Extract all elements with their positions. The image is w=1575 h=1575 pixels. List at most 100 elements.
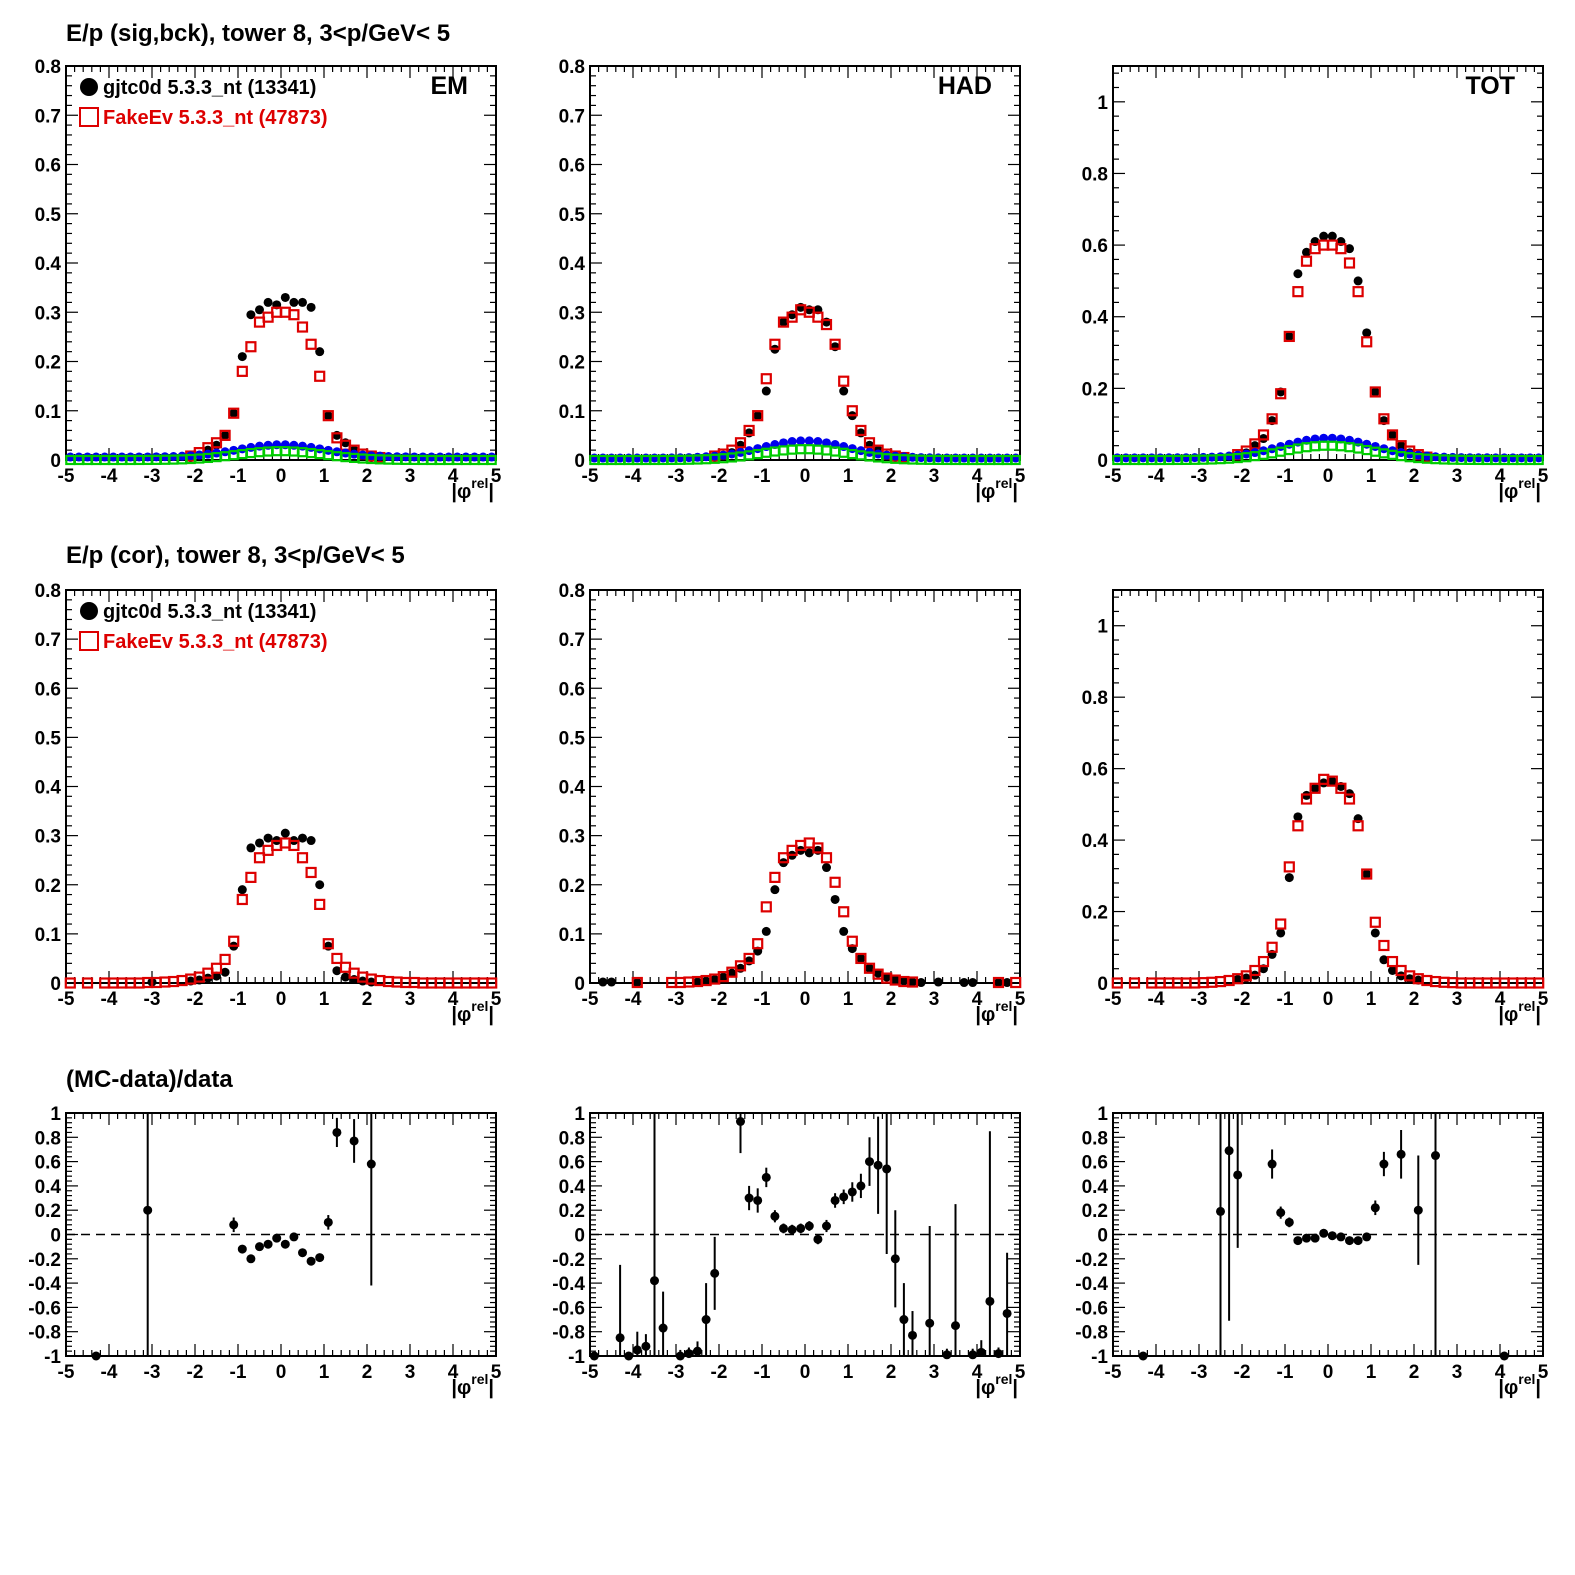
y-tick-label: 0.8 (1082, 164, 1108, 185)
data-point (1010, 454, 1021, 466)
x-tick-label: -2 (187, 989, 204, 1010)
data-point (856, 428, 866, 438)
data-point (1249, 964, 1261, 977)
data-point (1233, 450, 1243, 460)
data-point (855, 424, 867, 437)
data-point (787, 437, 797, 447)
x-tick-label: -4 (1148, 466, 1165, 487)
series-data (589, 1113, 1012, 1361)
x-tick-label: 0 (800, 989, 811, 1010)
y-tick-label: 0.8 (559, 57, 585, 78)
data-point (829, 338, 841, 350)
y-tick-label: 0.6 (1082, 236, 1108, 257)
data-point (1302, 1233, 1311, 1243)
x-tick-label: 4 (448, 1362, 459, 1383)
data-point (839, 926, 849, 936)
data-point (847, 1187, 857, 1197)
data-point (210, 962, 223, 974)
x-tick-label: 0 (800, 1362, 811, 1383)
x-tick-label: 4 (1495, 1362, 1506, 1383)
data-point (1327, 433, 1337, 443)
data-point (64, 977, 76, 989)
x-axis-label: |φrel| (451, 998, 494, 1026)
x-tick-label: -3 (668, 1362, 685, 1383)
x-tick-label: 3 (1452, 1362, 1463, 1383)
x-tick-label: -3 (668, 466, 685, 487)
data-point (701, 976, 711, 986)
x-axis-label: |φrel| (451, 1371, 494, 1399)
data-point (289, 1232, 299, 1242)
data-point (246, 310, 256, 320)
data-point (255, 305, 264, 315)
data-point (322, 938, 334, 950)
data-point (1352, 820, 1364, 832)
data-point (777, 852, 790, 864)
series-mc (709, 304, 910, 464)
data-point (1379, 955, 1389, 965)
x-tick-label: -3 (1191, 989, 1208, 1010)
data-point (339, 961, 352, 973)
data-point (1327, 776, 1337, 786)
data-point (228, 935, 240, 947)
y-tick-label: 0.2 (1082, 379, 1108, 400)
legend: gjtc0d 5.3.3_nt (13341) FakeEv 5.3.3_nt (… (79, 77, 328, 129)
data-point (1284, 1217, 1294, 1227)
data-point (220, 430, 230, 440)
y-tick-label: 0.4 (35, 254, 62, 275)
data-point (1111, 977, 1123, 989)
x-axis-label: |φrel| (451, 475, 494, 503)
data-point (1310, 783, 1320, 793)
data-point (1300, 255, 1313, 267)
data-point (1362, 328, 1372, 338)
data-point (607, 977, 616, 987)
data-point (280, 828, 290, 838)
data-point (263, 833, 273, 843)
series-mc (1232, 239, 1433, 463)
data-point (632, 1345, 642, 1355)
y-tick-label: 0.4 (35, 1177, 62, 1198)
y-tick-label: 0.2 (559, 353, 585, 374)
x-tick-label: 0 (276, 466, 287, 487)
legend-marker-mc (79, 631, 99, 651)
y-tick-label: 1 (574, 1104, 585, 1125)
data-point (899, 976, 909, 986)
data-point (838, 375, 850, 387)
data-point (761, 386, 771, 396)
data-point (779, 438, 788, 448)
data-point (744, 1193, 754, 1203)
y-tick-label: -0.6 (1075, 1298, 1108, 1319)
data-point (1002, 978, 1012, 988)
data-point (743, 952, 755, 965)
series-data (1233, 776, 1423, 985)
x-tick-label: 2 (1409, 466, 1420, 487)
data-point (1266, 941, 1278, 953)
x-tick-label: -2 (711, 466, 728, 487)
data-point (829, 876, 841, 888)
y-tick-label: 0.2 (559, 876, 585, 897)
x-tick-label: 5 (491, 1362, 502, 1383)
data-point (882, 972, 892, 982)
data-point (298, 297, 307, 307)
data-point (1327, 1231, 1337, 1241)
x-tick-label: -5 (1105, 1362, 1122, 1383)
x-tick-label: -1 (754, 466, 771, 487)
data-point (839, 1192, 849, 1202)
data-point (994, 978, 1003, 988)
y-tick-label: 1 (1097, 1104, 1108, 1125)
data-point (1309, 782, 1321, 794)
data-point (1293, 269, 1303, 279)
data-point (838, 906, 850, 918)
data-point (314, 898, 326, 911)
data-point (1335, 243, 1347, 255)
y-tick-label: -0.6 (552, 1298, 585, 1319)
series-green (1112, 440, 1544, 466)
data-point (305, 866, 317, 879)
x-tick-label: -3 (1191, 1362, 1208, 1383)
data-point (770, 1211, 780, 1221)
data-point (624, 1351, 634, 1361)
data-point (804, 1221, 814, 1231)
chart-tot-cor: -5 -4 -3 -2 -1 0 1 2 3 4 5 0 0.2 0.4 0.6 0.8 1 |φrel| (1082, 589, 1549, 1026)
legend-marker-data (80, 602, 98, 620)
data-point (272, 1233, 282, 1243)
x-tick-label: 5 (1015, 1362, 1026, 1383)
